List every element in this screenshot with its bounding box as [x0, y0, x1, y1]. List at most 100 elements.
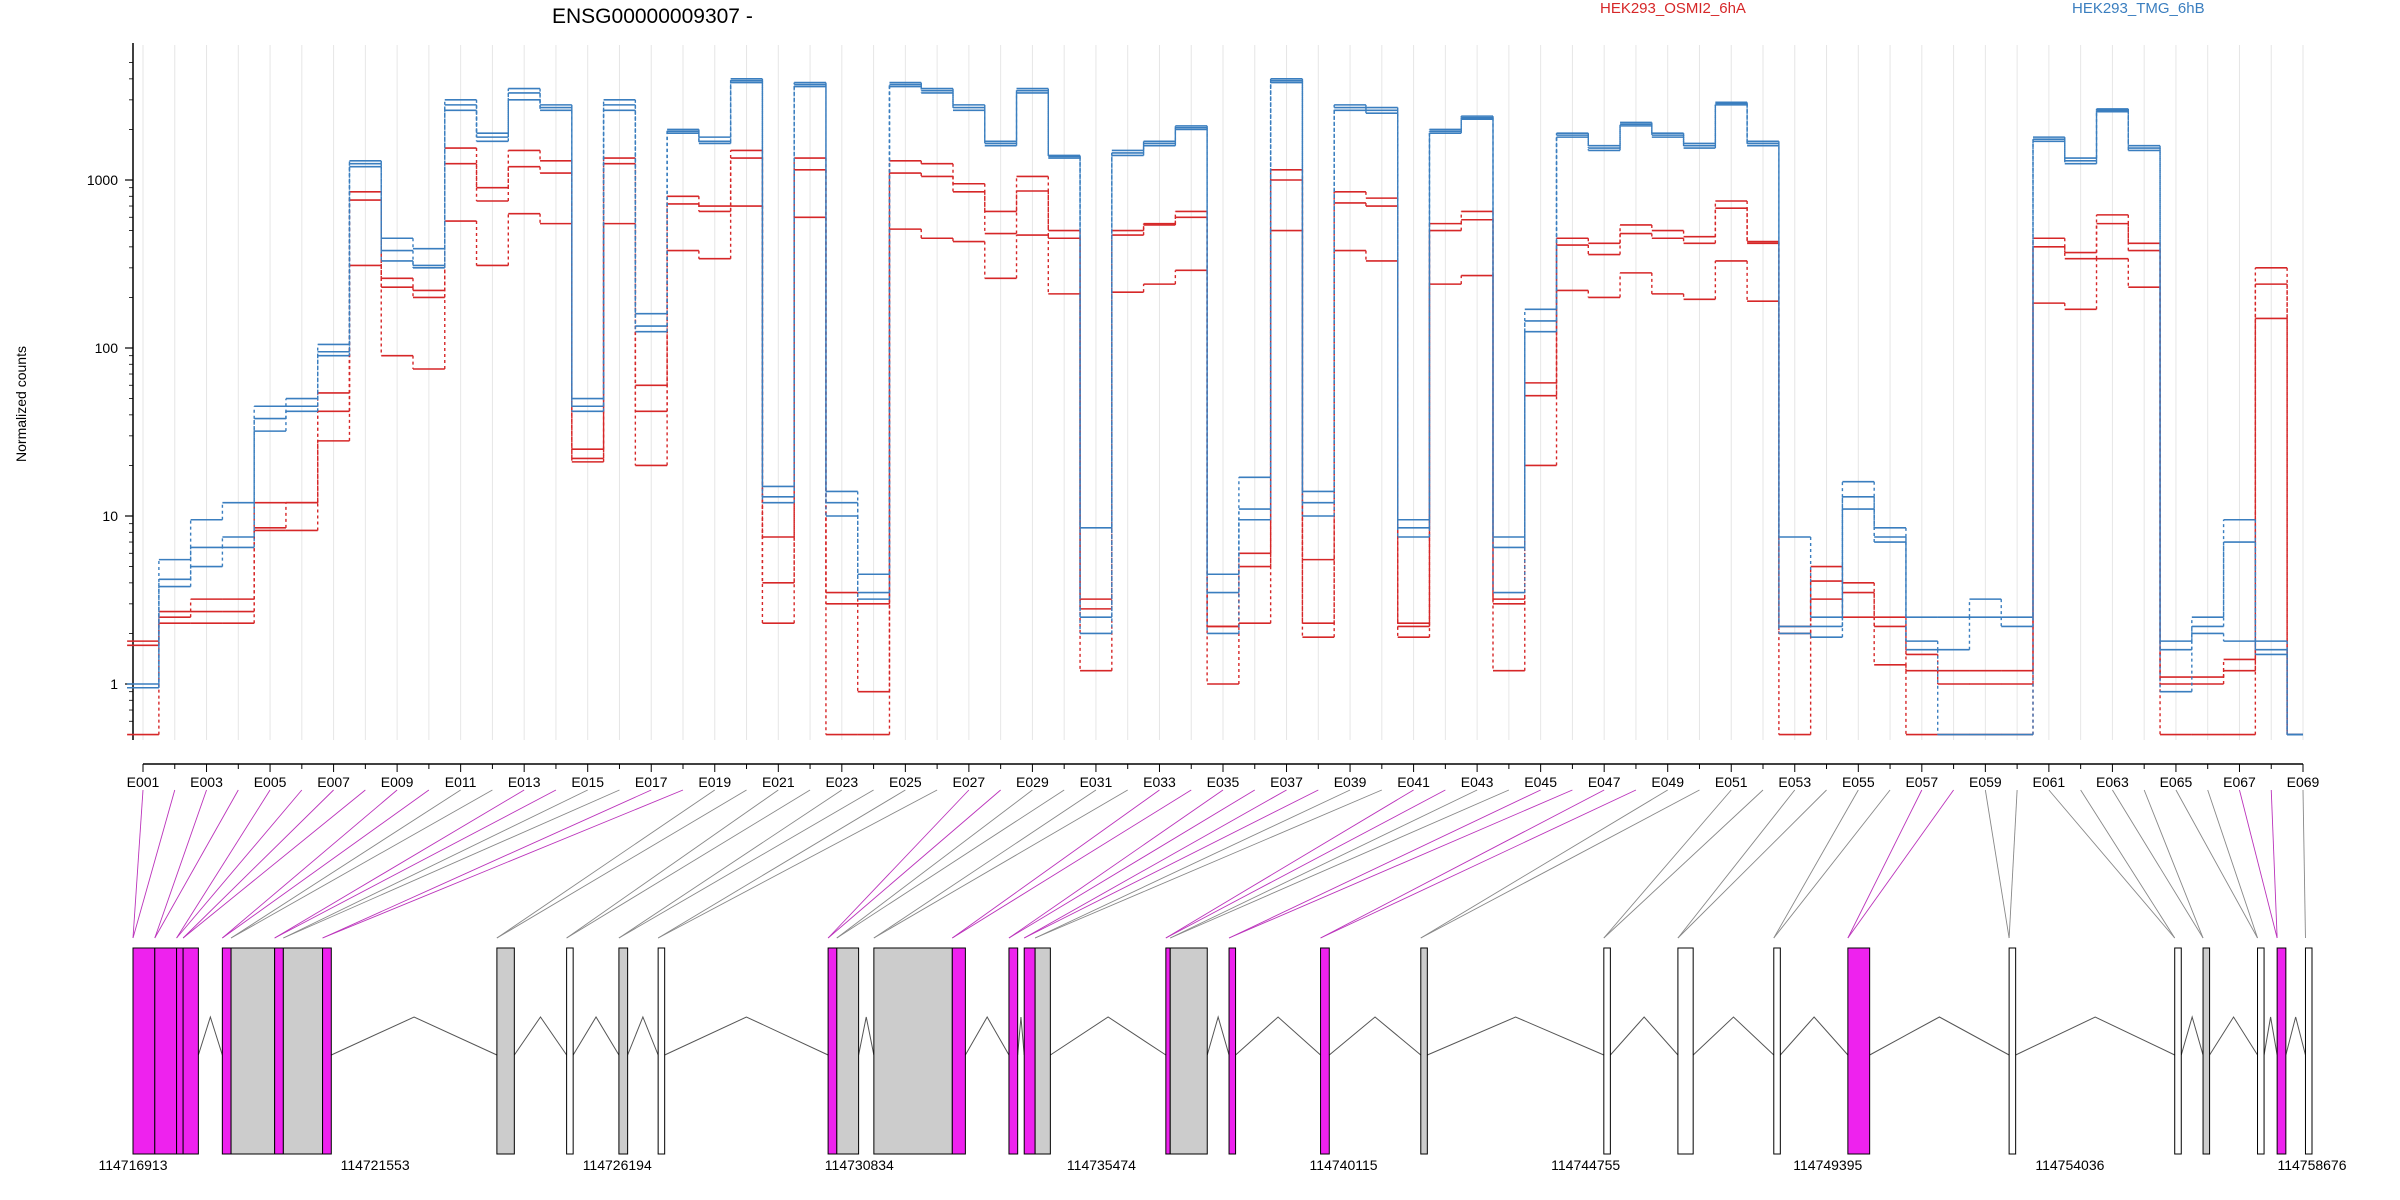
series-HEK293_OSMI2_6hA	[127, 157, 2303, 736]
x-tick-label: E027	[953, 774, 986, 790]
exon-connector	[1320, 789, 1605, 939]
x-tick-label: E013	[508, 774, 541, 790]
x-tick-label: E017	[635, 774, 668, 790]
x-tick-label: E069	[2287, 774, 2320, 790]
exon-connector	[274, 789, 557, 939]
exon-connector	[566, 789, 811, 939]
intron-line	[964, 1015, 1010, 1056]
exon-block	[496, 947, 515, 1155]
intron-line	[197, 1015, 223, 1056]
series-HEK293_TMG_6hB	[127, 78, 2303, 736]
coordinate-axis: 114716913 114721553 114726194 114730834 1147…	[98, 1157, 2346, 1173]
exon-connector	[2112, 789, 2204, 939]
exon-block	[618, 947, 629, 1155]
exon-connector	[2175, 789, 2258, 939]
exon-connector	[1320, 789, 1637, 939]
intron-line	[2015, 1016, 2175, 1056]
intron-line	[1328, 1016, 1422, 1056]
exon-connector	[1677, 789, 1827, 939]
exon-block	[274, 947, 284, 1155]
exon-connector	[182, 789, 334, 939]
exon-block	[2257, 947, 2265, 1155]
exon-block	[827, 947, 838, 1155]
exon-block	[836, 947, 860, 1155]
legend-label-osmi2: HEK293_OSMI2_6hA	[1600, 0, 1746, 17]
connector-layer	[132, 789, 2306, 939]
x-tick-label: E047	[1588, 774, 1621, 790]
legend-label-tmg: HEK293_TMG_6hB	[2072, 0, 2205, 17]
exon-connector	[1228, 789, 1541, 939]
exon-block	[2174, 947, 2182, 1155]
exon-connector	[2302, 789, 2306, 939]
exon-block	[282, 947, 324, 1155]
coordinate-label: 114721553	[341, 1157, 410, 1173]
intron-line	[1779, 1016, 1849, 1056]
exon-connector	[1165, 789, 1446, 939]
x-tick-label: E059	[1969, 774, 2002, 790]
exon-block	[176, 947, 184, 1155]
exon-block	[132, 947, 156, 1155]
exon-block	[1677, 947, 1694, 1155]
x-tick-label: E021	[762, 774, 795, 790]
intron-line	[1692, 1016, 1775, 1056]
exon-connector	[176, 789, 303, 939]
exon-block	[873, 947, 953, 1155]
exon-connector	[132, 789, 144, 939]
x-tick-label: E031	[1080, 774, 1113, 790]
exon-connector	[873, 789, 1097, 939]
x-tick-label: E041	[1397, 774, 1430, 790]
x-tick-label: E023	[825, 774, 858, 790]
exon-connector	[496, 789, 747, 939]
series-layer	[127, 78, 2303, 736]
exon-connector	[1023, 789, 1287, 939]
intron-line	[664, 1016, 829, 1056]
y-tick-label: 100	[95, 340, 119, 356]
grid-layer	[142, 45, 2304, 740]
exon-connector	[836, 789, 1065, 939]
intron-line	[1235, 1016, 1321, 1056]
intron-line	[1017, 1016, 1025, 1056]
intron-line	[1869, 1016, 2010, 1056]
coordinate-label: 114726194	[583, 1157, 652, 1173]
x-tick-label: E053	[1778, 774, 1811, 790]
exon-connector	[176, 789, 271, 939]
exon-connector	[566, 789, 779, 939]
exon-connector	[1773, 789, 1859, 939]
exon-connector	[2080, 789, 2176, 939]
x-tick-label: E007	[317, 774, 350, 790]
axis-layer: 1 10 100 1000	[87, 43, 2303, 765]
x-tick-label: E055	[1842, 774, 1875, 790]
exon-connector	[230, 789, 493, 939]
intron-line	[2285, 1016, 2306, 1056]
exon-block	[1169, 947, 1208, 1155]
exon-block	[1023, 947, 1036, 1155]
exon-connector	[1008, 789, 1224, 939]
exon-label-layer: E001 E003 E005 E007 E009 E011 E013 E015 E017 E019…	[127, 764, 2320, 790]
exon-connector	[1008, 789, 1255, 939]
intron-line	[2180, 1015, 2204, 1056]
coordinate-label: 114758676	[2277, 1157, 2346, 1173]
exon-block	[2304, 947, 2313, 1155]
exon-connector	[222, 789, 430, 939]
intron-line	[1427, 1016, 1605, 1056]
x-tick-label: E061	[2033, 774, 2066, 790]
exon-block	[566, 947, 574, 1155]
series-HEK293_OSMI2_6hA	[127, 147, 2303, 736]
x-tick-label: E009	[381, 774, 414, 790]
exon-block	[230, 947, 276, 1155]
exon-connector	[132, 789, 176, 939]
exon-connector	[322, 789, 652, 939]
exon-connector	[2048, 789, 2176, 939]
coordinate-label: 114716913	[98, 1157, 167, 1173]
exon-block	[2008, 947, 2017, 1155]
exon-block	[657, 947, 666, 1155]
x-tick-label: E057	[1905, 774, 1938, 790]
series-HEK293_OSMI2_6hA	[127, 205, 2303, 736]
exon-connector	[283, 789, 620, 939]
exon-connector	[1984, 789, 2010, 939]
x-tick-label: E001	[127, 774, 160, 790]
exon-block	[1165, 947, 1171, 1155]
exon-block	[1773, 947, 1781, 1155]
x-tick-label: E045	[1524, 774, 1557, 790]
